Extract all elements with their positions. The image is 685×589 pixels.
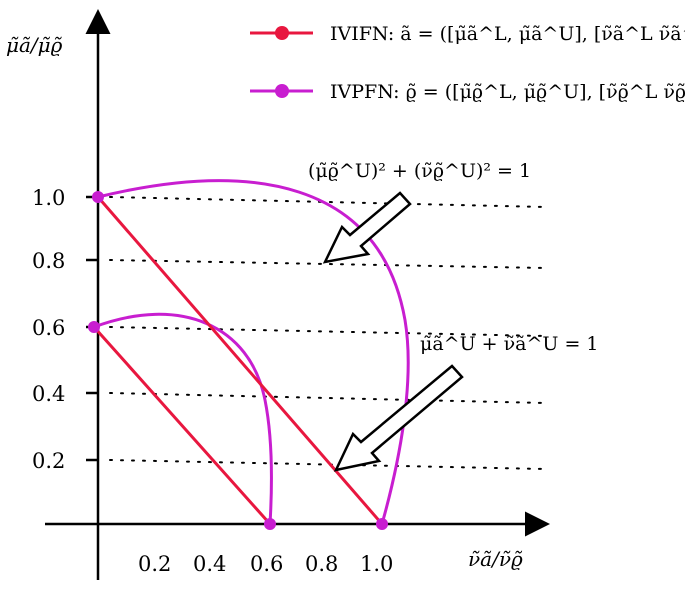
annotation-arrows bbox=[322, 191, 464, 472]
guide-0.8 bbox=[109, 259, 546, 269]
dot-x-1.0 bbox=[376, 518, 388, 530]
annotation-intuitionistic: μ̃ã^U + ν̃ã^U = 1 bbox=[420, 333, 599, 355]
ivpfn-inner-arc bbox=[93, 312, 273, 525]
dot-y-0.6 bbox=[88, 321, 100, 333]
x-tick-label-2: 0.4 bbox=[193, 552, 226, 576]
y-tick-label-1: 1.0 bbox=[32, 186, 65, 210]
ivpfn-outer-arc bbox=[97, 179, 410, 525]
guide-0.2 bbox=[109, 459, 546, 470]
dot-y-1.0 bbox=[92, 191, 104, 203]
y-tick-label-3: 0.6 bbox=[32, 316, 65, 340]
ivifn-lines bbox=[92, 196, 384, 525]
legend-ivifn-label: IVIFN: ã = ([μ̃ã^L, μ̃ã^U], [ν̃ã^L ν̃ã^U… bbox=[330, 23, 685, 45]
x-tick-label-1: 0.2 bbox=[138, 552, 171, 576]
guide-1.0 bbox=[109, 196, 546, 208]
arrow-pythagorean bbox=[322, 191, 412, 264]
y-tick-label-5: 0.2 bbox=[32, 449, 65, 473]
guide-0.6 bbox=[109, 326, 546, 337]
legend-ivifn-dot bbox=[275, 26, 289, 40]
x-tick-label-4: 0.8 bbox=[305, 552, 338, 576]
legend-ivpfn-label: IVPFN: ϱ̃ = ([μ̃ϱ̃^L, μ̃ϱ̃^U], [ν̃ϱ̃^L ν… bbox=[330, 81, 685, 103]
ivifn-inner-line bbox=[92, 326, 272, 525]
y-tick-label-2: 0.8 bbox=[32, 249, 65, 273]
legend-ivpfn-dot bbox=[275, 84, 289, 98]
legend: IVIFN: ã = ([μ̃ã^L, μ̃ã^U], [ν̃ã^L ν̃ã^U… bbox=[250, 23, 685, 103]
x-tick-label-5: 1.0 bbox=[360, 552, 393, 576]
dotted-guides bbox=[109, 196, 546, 470]
y-axis-label: μ̃ã/μ̃ϱ̃ bbox=[6, 33, 63, 57]
dot-x-0.6 bbox=[264, 518, 276, 530]
x-axis-label: ν̃ã/ν̃ϱ̃ bbox=[468, 547, 523, 571]
x-tick-label-3: 0.6 bbox=[250, 552, 283, 576]
arrow-intuitionistic bbox=[333, 364, 464, 472]
ivifn-outer-line bbox=[96, 196, 384, 525]
annotation-pythagorean: (μ̃ϱ̃^U)² + (ν̃ϱ̃^U)² = 1 bbox=[308, 160, 531, 182]
y-tick-label-4: 0.4 bbox=[32, 382, 65, 406]
marker-dots bbox=[88, 191, 388, 530]
guide-0.4 bbox=[109, 392, 546, 404]
